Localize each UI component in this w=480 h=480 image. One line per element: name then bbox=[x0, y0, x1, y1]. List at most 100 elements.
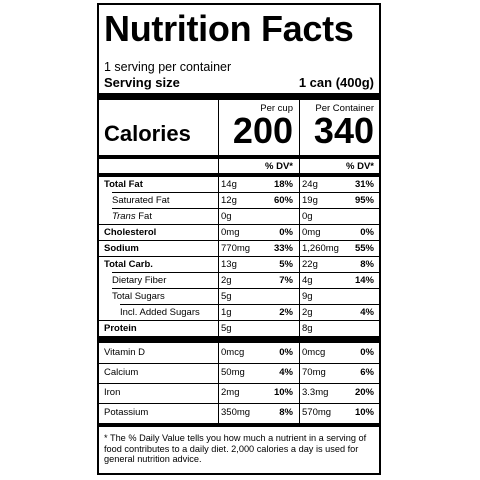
footnote: * The % Daily Value tells you how much a… bbox=[104, 433, 367, 465]
per-container-amount: 22g bbox=[302, 259, 318, 270]
per-container-amount: 2g bbox=[302, 307, 313, 318]
per-container-amount: 9g bbox=[302, 291, 313, 302]
nutrient-name: Dietary Fiber bbox=[112, 275, 167, 286]
per-container-dv: 0% bbox=[360, 227, 374, 238]
per-cup-dv: 8% bbox=[279, 407, 293, 418]
per-container-dv: 55% bbox=[354, 243, 374, 254]
nutrient-name: Trans Fat bbox=[112, 211, 152, 222]
per-container-amount: 570mg bbox=[302, 407, 332, 418]
row-divider bbox=[99, 403, 379, 404]
servings-per-container: 1 serving per container bbox=[104, 60, 232, 74]
row-divider bbox=[112, 288, 379, 289]
dv-header-cup: % DV* bbox=[265, 161, 293, 172]
vitamin-name: Potassium bbox=[104, 407, 149, 418]
per-container-dv: 95% bbox=[354, 195, 374, 206]
per-container-header: Per Container bbox=[315, 103, 374, 114]
row-divider bbox=[99, 256, 379, 257]
nutrient-name: Total Sugars bbox=[112, 291, 165, 302]
per-container-dv: 31% bbox=[354, 179, 374, 190]
divider-medium-dv bbox=[99, 173, 379, 177]
col-divider-container bbox=[299, 158, 300, 336]
per-container-dv: 8% bbox=[360, 259, 374, 270]
nutrient-name: Total Carb. bbox=[104, 259, 153, 270]
nutrient-name: Protein bbox=[104, 323, 137, 334]
per-container-amount: 3.3mg bbox=[302, 387, 329, 398]
per-cup-amount: 13g bbox=[221, 259, 237, 270]
per-cup-amount: 0mg bbox=[221, 227, 240, 238]
per-container-dv: 14% bbox=[354, 275, 374, 286]
vitamin-name: Vitamin D bbox=[104, 347, 146, 358]
calories-per-cup: 200 bbox=[232, 110, 293, 151]
per-cup-amount: 14g bbox=[221, 179, 237, 190]
divider-thick-vitamins bbox=[99, 336, 379, 343]
per-cup-dv: 2% bbox=[279, 307, 293, 318]
calories-per-container: 340 bbox=[313, 110, 374, 151]
per-container-amount: 0mcg bbox=[302, 347, 326, 358]
per-cup-amount: 770mg bbox=[221, 243, 251, 254]
per-cup-amount: 0g bbox=[221, 211, 232, 222]
per-container-amount: 70mg bbox=[302, 367, 326, 378]
col-divider-calories-container bbox=[299, 100, 300, 156]
serving-size-label: Serving size bbox=[104, 75, 180, 90]
per-cup-amount: 2g bbox=[221, 275, 232, 286]
row-divider bbox=[112, 192, 379, 193]
col-divider-calories-cup bbox=[218, 100, 219, 156]
per-cup-header: Per cup bbox=[260, 103, 293, 114]
per-container-amount: 19g bbox=[302, 195, 318, 206]
per-cup-amount: 12g bbox=[221, 195, 237, 206]
nutrition-facts-label: Nutrition Facts 1 serving per container … bbox=[97, 3, 381, 475]
per-cup-amount: 5g bbox=[221, 291, 232, 302]
row-divider bbox=[112, 208, 379, 209]
divider-medium-footnote bbox=[99, 423, 379, 427]
nutrient-name: Total Fat bbox=[104, 179, 143, 190]
per-cup-amount: 1g bbox=[221, 307, 232, 318]
per-cup-amount: 50mg bbox=[221, 367, 245, 378]
per-cup-dv: 7% bbox=[279, 275, 293, 286]
per-cup-dv: 4% bbox=[279, 367, 293, 378]
per-cup-dv: 60% bbox=[273, 195, 293, 206]
per-cup-dv: 0% bbox=[279, 227, 293, 238]
row-divider bbox=[112, 272, 379, 273]
per-container-dv: 4% bbox=[360, 307, 374, 318]
per-container-amount: 8g bbox=[302, 323, 313, 334]
nutrient-name: Incl. Added Sugars bbox=[120, 307, 200, 318]
per-cup-dv: 5% bbox=[279, 259, 293, 270]
per-cup-amount: 2mg bbox=[221, 387, 240, 398]
row-divider bbox=[99, 383, 379, 384]
per-container-dv: 0% bbox=[360, 347, 374, 358]
per-container-amount: 0g bbox=[302, 211, 313, 222]
per-cup-amount: 5g bbox=[221, 323, 232, 334]
calories-label: Calories bbox=[104, 121, 191, 146]
col-divider-cup bbox=[218, 158, 219, 336]
label-title: Nutrition Facts bbox=[104, 8, 354, 49]
per-cup-dv: 10% bbox=[273, 387, 293, 398]
per-container-dv: 6% bbox=[360, 367, 374, 378]
row-divider bbox=[99, 240, 379, 241]
divider-medium-calories bbox=[99, 155, 379, 159]
nutrient-name: Saturated Fat bbox=[112, 195, 170, 206]
row-divider bbox=[120, 304, 379, 305]
trans-label: Trans bbox=[112, 211, 136, 222]
per-container-dv: 10% bbox=[354, 407, 374, 418]
serving-size-value: 1 can (400g) bbox=[298, 75, 374, 90]
vitamin-name: Iron bbox=[104, 387, 121, 398]
per-container-amount: 1,260mg bbox=[302, 243, 339, 254]
vit-col-divider-container bbox=[299, 343, 300, 423]
per-container-dv: 20% bbox=[354, 387, 374, 398]
per-container-amount: 24g bbox=[302, 179, 318, 190]
per-container-amount: 4g bbox=[302, 275, 313, 286]
vit-col-divider-cup bbox=[218, 343, 219, 423]
dv-header-container: % DV* bbox=[346, 161, 374, 172]
row-divider bbox=[99, 363, 379, 364]
per-cup-dv: 0% bbox=[279, 347, 293, 358]
row-divider bbox=[99, 320, 379, 321]
per-cup-amount: 350mg bbox=[221, 407, 251, 418]
row-divider bbox=[99, 224, 379, 225]
per-cup-dv: 33% bbox=[273, 243, 293, 254]
per-cup-dv: 18% bbox=[273, 179, 293, 190]
vitamin-name: Calcium bbox=[104, 367, 139, 378]
nutrient-name: Cholesterol bbox=[104, 227, 157, 238]
nutrient-name: Sodium bbox=[104, 243, 139, 254]
per-container-amount: 0mg bbox=[302, 227, 321, 238]
per-cup-amount: 0mcg bbox=[221, 347, 245, 358]
